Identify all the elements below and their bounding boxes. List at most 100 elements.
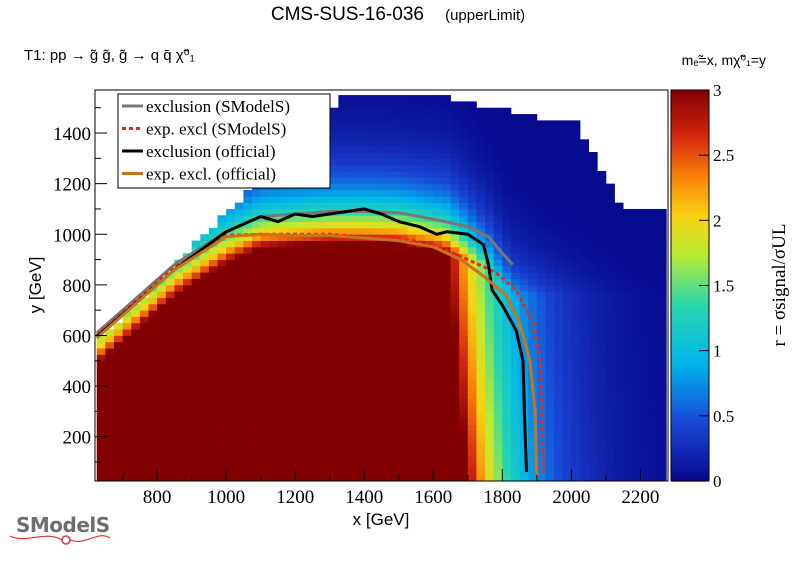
heatmap-cell: [597, 354, 607, 362]
heatmap-cell: [217, 322, 227, 330]
colorbar-segment: [671, 230, 709, 234]
heatmap-cell: [640, 341, 650, 349]
heatmap-cell: [217, 430, 227, 438]
heatmap-cell: [519, 234, 529, 241]
heatmap-cell: [476, 474, 486, 482]
heatmap-cell: [243, 265, 253, 273]
heatmap-cell: [623, 405, 633, 412]
heatmap-cell: [510, 360, 520, 368]
heatmap-cell: [252, 189, 262, 197]
heatmap-cell: [631, 246, 641, 254]
heatmap-cell: [657, 405, 667, 412]
heatmap-cell: [424, 139, 434, 147]
heatmap-cell: [390, 417, 400, 425]
heatmap-cell: [623, 246, 633, 254]
heatmap-cell: [502, 303, 512, 311]
heatmap-cell: [493, 152, 503, 159]
heatmap-cell: [165, 291, 175, 298]
heatmap-cell: [200, 272, 210, 279]
heatmap-cell: [96, 373, 106, 381]
heatmap-cell: [234, 398, 244, 406]
heatmap-cell: [277, 354, 287, 362]
heatmap-cell: [433, 373, 443, 381]
heatmap-cell: [631, 360, 641, 368]
heatmap-cell: [485, 158, 495, 166]
heatmap-cell: [260, 291, 270, 298]
heatmap-cell: [588, 443, 598, 450]
heatmap-cell: [519, 329, 529, 336]
heatmap-cell: [148, 386, 158, 393]
heatmap-cell: [208, 227, 218, 235]
heatmap-cell: [554, 227, 564, 235]
heatmap-cell: [510, 227, 520, 235]
heatmap-cell: [614, 303, 624, 311]
heatmap-cell: [407, 462, 417, 469]
heatmap-cell: [571, 133, 581, 140]
heatmap-cell: [554, 215, 564, 222]
heatmap-cell: [390, 360, 400, 368]
heatmap-cell: [174, 329, 184, 336]
heatmap-cell: [476, 202, 486, 210]
heatmap-cell: [631, 354, 641, 362]
heatmap-cell: [605, 329, 615, 336]
heatmap-cell: [217, 259, 227, 267]
heatmap-cell: [605, 430, 615, 438]
heatmap-cell: [424, 310, 434, 317]
heatmap-cell: [597, 221, 607, 229]
heatmap-cell: [485, 196, 495, 204]
heatmap-cell: [649, 329, 659, 336]
heatmap-cell: [493, 177, 503, 185]
heatmap-cell: [433, 341, 443, 349]
heatmap-cell: [122, 354, 132, 362]
heatmap-cell: [597, 424, 607, 431]
heatmap-cell: [441, 436, 451, 444]
heatmap-cell: [131, 430, 141, 438]
heatmap-cell: [312, 196, 322, 204]
heatmap-cell: [493, 411, 503, 419]
heatmap-cell: [329, 170, 339, 178]
heatmap-cell: [554, 272, 564, 279]
y-tick-label: 1200: [53, 175, 91, 196]
heatmap-cell: [390, 303, 400, 311]
heatmap-cell: [217, 329, 227, 336]
heatmap-cell: [441, 367, 451, 374]
heatmap-cell: [631, 316, 641, 324]
heatmap-cell: [485, 221, 495, 229]
heatmap-cell: [536, 246, 546, 254]
heatmap-cell: [295, 379, 305, 387]
heatmap-cell: [623, 462, 633, 469]
heatmap-cell: [485, 417, 495, 425]
heatmap-cell: [269, 468, 279, 476]
heatmap-cell: [243, 246, 253, 254]
heatmap-cell: [355, 430, 365, 438]
heatmap-cell: [424, 411, 434, 419]
heatmap-cell: [208, 443, 218, 450]
heatmap-cell: [303, 316, 313, 324]
heatmap-cell: [105, 449, 115, 457]
heatmap-cell: [605, 278, 615, 286]
heatmap-cell: [381, 443, 391, 450]
heatmap-cell: [355, 398, 365, 406]
heatmap-cell: [346, 145, 357, 153]
heatmap-cell: [623, 386, 633, 393]
heatmap-cell: [200, 316, 210, 324]
heatmap-cell: [122, 379, 132, 387]
heatmap-cell: [485, 303, 495, 311]
heatmap-cell: [597, 183, 607, 191]
heatmap-cell: [623, 329, 633, 336]
heatmap-cell: [407, 449, 417, 457]
heatmap-cell: [252, 291, 262, 298]
heatmap-cell: [407, 348, 417, 355]
heatmap-cell: [217, 424, 227, 431]
heatmap-cell: [433, 240, 443, 248]
heatmap-cell: [269, 379, 279, 387]
heatmap-cell: [459, 158, 469, 166]
heatmap-cell: [217, 316, 227, 324]
heatmap-cell: [554, 341, 564, 349]
heatmap-cell: [113, 373, 124, 381]
heatmap-cell: [623, 424, 633, 431]
heatmap-cell: [493, 120, 503, 128]
heatmap-cell: [217, 462, 227, 469]
colorbar-segment: [671, 197, 709, 202]
heatmap-cell: [424, 398, 434, 406]
